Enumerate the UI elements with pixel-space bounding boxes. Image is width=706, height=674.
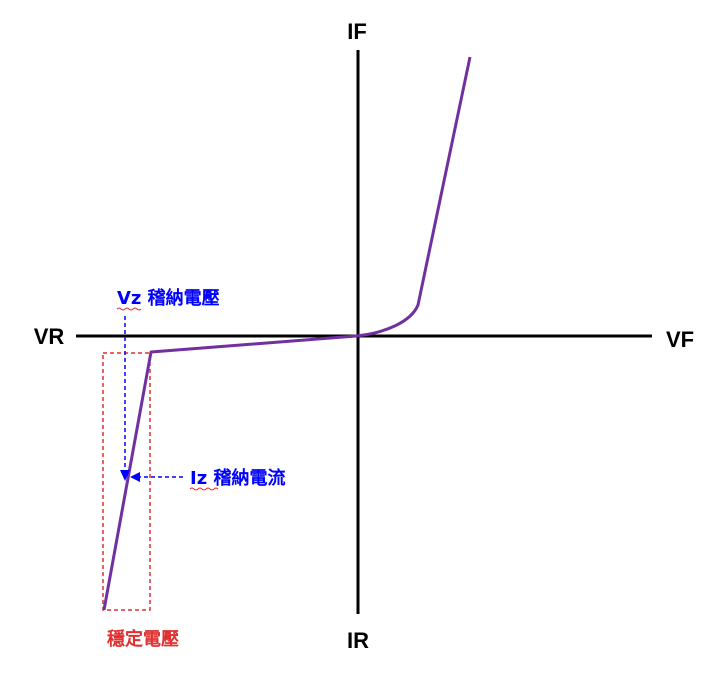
- vz-squiggle: [116, 307, 142, 311]
- iz-label: Iz 稽納電流: [190, 467, 285, 489]
- iv-curve: [102, 56, 472, 611]
- stable-voltage-label: 穩定電壓: [107, 628, 179, 650]
- iz-arrowhead: [130, 472, 140, 482]
- vz-arrowhead: [120, 470, 130, 481]
- stable-voltage-region: [102, 352, 151, 611]
- vr-axis-label: VR: [34, 324, 65, 349]
- vf-axis-label: VF: [666, 327, 694, 352]
- if-axis-label: IF: [347, 19, 367, 44]
- vz-label: Vz 稽納電壓: [117, 287, 220, 309]
- ir-axis-label: IR: [347, 628, 369, 653]
- iz-squiggle: [189, 487, 219, 491]
